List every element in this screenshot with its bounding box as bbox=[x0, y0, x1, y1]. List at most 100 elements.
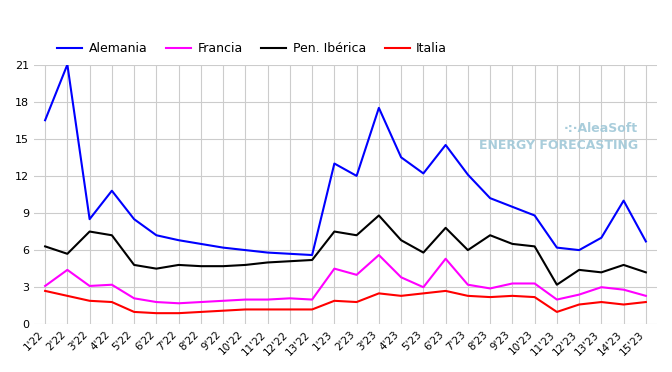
Alemania bbox=[241, 248, 249, 252]
Francia bbox=[464, 282, 472, 287]
Italia bbox=[241, 307, 249, 312]
Italia bbox=[85, 299, 93, 303]
Alemania bbox=[286, 251, 294, 256]
Alemania bbox=[442, 143, 450, 147]
Alemania bbox=[575, 248, 583, 252]
Alemania bbox=[508, 205, 516, 209]
Pen. Ibérica bbox=[219, 264, 227, 269]
Alemania bbox=[263, 250, 271, 255]
Pen. Ibérica bbox=[620, 263, 628, 267]
Pen. Ibérica bbox=[531, 244, 539, 248]
Pen. Ibérica bbox=[553, 282, 561, 287]
Francia bbox=[241, 297, 249, 302]
Francia bbox=[63, 267, 71, 272]
Pen. Ibérica bbox=[486, 233, 494, 237]
Line: Francia: Francia bbox=[45, 255, 646, 303]
Alemania bbox=[153, 233, 161, 237]
Alemania bbox=[353, 174, 361, 178]
Italia bbox=[620, 302, 628, 307]
Alemania bbox=[130, 217, 138, 221]
Pen. Ibérica bbox=[197, 264, 205, 269]
Pen. Ibérica bbox=[508, 242, 516, 246]
Alemania bbox=[642, 239, 650, 244]
Alemania bbox=[108, 189, 116, 193]
Alemania bbox=[331, 161, 339, 166]
Text: ·:·AleaSoft
ENERGY FORECASTING: ·:·AleaSoft ENERGY FORECASTING bbox=[479, 122, 638, 152]
Alemania bbox=[375, 106, 383, 110]
Alemania bbox=[464, 173, 472, 177]
Francia bbox=[597, 285, 605, 289]
Italia bbox=[508, 294, 516, 298]
Francia bbox=[219, 299, 227, 303]
Pen. Ibérica bbox=[63, 251, 71, 256]
Pen. Ibérica bbox=[397, 238, 405, 243]
Pen. Ibérica bbox=[353, 233, 361, 237]
Italia bbox=[442, 289, 450, 293]
Alemania bbox=[175, 238, 183, 243]
Alemania bbox=[486, 196, 494, 201]
Alemania bbox=[531, 213, 539, 218]
Francia bbox=[419, 285, 427, 289]
Francia bbox=[397, 275, 405, 279]
Francia bbox=[353, 273, 361, 277]
Italia bbox=[175, 311, 183, 315]
Line: Alemania: Alemania bbox=[45, 65, 646, 255]
Francia bbox=[331, 266, 339, 271]
Francia bbox=[553, 297, 561, 302]
Italia bbox=[531, 295, 539, 299]
Italia bbox=[197, 310, 205, 314]
Line: Pen. Ibérica: Pen. Ibérica bbox=[45, 215, 646, 285]
Pen. Ibérica bbox=[263, 260, 271, 265]
Italia bbox=[286, 307, 294, 312]
Pen. Ibérica bbox=[375, 213, 383, 218]
Italia bbox=[397, 294, 405, 298]
Francia bbox=[442, 257, 450, 261]
Alemania bbox=[41, 118, 49, 122]
Alemania bbox=[419, 171, 427, 176]
Pen. Ibérica bbox=[85, 229, 93, 234]
Pen. Ibérica bbox=[153, 266, 161, 271]
Pen. Ibérica bbox=[575, 267, 583, 272]
Pen. Ibérica bbox=[108, 233, 116, 237]
Alemania bbox=[620, 198, 628, 203]
Line: Italia: Italia bbox=[45, 291, 646, 313]
Italia bbox=[130, 310, 138, 314]
Pen. Ibérica bbox=[241, 263, 249, 267]
Italia bbox=[331, 299, 339, 303]
Alemania bbox=[85, 217, 93, 221]
Italia bbox=[419, 291, 427, 296]
Pen. Ibérica bbox=[130, 263, 138, 267]
Italia bbox=[353, 300, 361, 304]
Italia bbox=[41, 289, 49, 293]
Italia bbox=[263, 307, 271, 312]
Francia bbox=[41, 284, 49, 288]
Italia bbox=[597, 300, 605, 304]
Pen. Ibérica bbox=[419, 250, 427, 255]
Pen. Ibérica bbox=[286, 259, 294, 263]
Francia bbox=[531, 281, 539, 286]
Francia bbox=[175, 301, 183, 305]
Italia bbox=[153, 311, 161, 315]
Pen. Ibérica bbox=[175, 263, 183, 267]
Italia bbox=[553, 310, 561, 314]
Italia bbox=[642, 300, 650, 304]
Alemania bbox=[219, 246, 227, 250]
Alemania bbox=[63, 62, 71, 67]
Italia bbox=[308, 307, 316, 312]
Pen. Ibérica bbox=[41, 244, 49, 248]
Alemania bbox=[397, 155, 405, 160]
Italia bbox=[108, 300, 116, 304]
Pen. Ibérica bbox=[464, 248, 472, 252]
Francia bbox=[108, 282, 116, 287]
Francia bbox=[642, 294, 650, 298]
Francia bbox=[197, 300, 205, 304]
Francia bbox=[508, 281, 516, 286]
Italia bbox=[219, 308, 227, 313]
Francia bbox=[308, 297, 316, 302]
Italia bbox=[464, 294, 472, 298]
Pen. Ibérica bbox=[308, 258, 316, 262]
Alemania bbox=[553, 246, 561, 250]
Pen. Ibérica bbox=[597, 270, 605, 275]
Pen. Ibérica bbox=[331, 229, 339, 234]
Italia bbox=[486, 295, 494, 299]
